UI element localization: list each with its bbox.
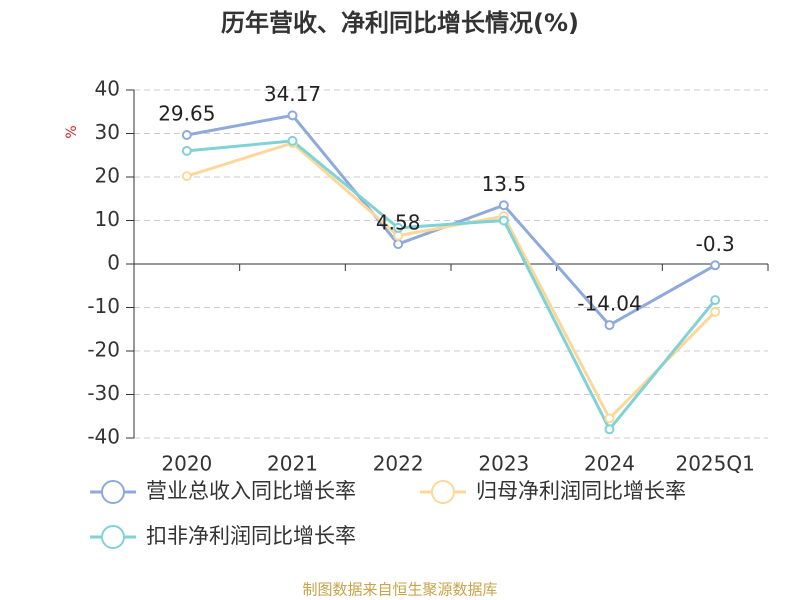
data-point [287, 135, 298, 146]
y-tick-label: -10 [87, 294, 120, 318]
y-tick-label: 30 [95, 120, 120, 144]
legend-marker [431, 480, 455, 504]
x-tick-label: 2024 [584, 452, 635, 476]
source-note: 制图数据来自恒生聚源数据库 [302, 581, 497, 599]
y-axis-label: % [64, 125, 80, 138]
legend-label: 营业总收入同比增长率 [146, 479, 356, 503]
data-point [604, 413, 615, 424]
data-point [181, 130, 192, 141]
data-point [604, 320, 615, 331]
x-tick-label: 2020 [161, 452, 212, 476]
data-point [181, 145, 192, 156]
data-point [498, 200, 509, 211]
y-tick-label: 0 [107, 251, 120, 275]
legend-marker [101, 525, 125, 549]
data-label: 13.5 [482, 172, 527, 196]
legend-label: 归母净利润同比增长率 [476, 479, 686, 503]
data-point [604, 424, 615, 435]
x-tick-label: 2021 [267, 452, 318, 476]
y-tick-label: -20 [87, 338, 120, 362]
legend-marker [101, 480, 125, 504]
series-line [186, 139, 717, 433]
chart-title: 历年营收、净利同比增长情况(%) [221, 9, 579, 37]
y-tick-label: 40 [95, 77, 120, 101]
data-label: -14.04 [577, 292, 641, 316]
legend-label: 扣非净利润同比增长率 [146, 524, 356, 548]
y-tick-label: -30 [87, 381, 120, 405]
x-tick-label: 2022 [373, 452, 424, 476]
data-label: 4.58 [376, 211, 421, 235]
y-tick-label: 20 [95, 164, 120, 188]
data-point [393, 222, 404, 233]
data-point [181, 171, 192, 182]
data-point [393, 239, 404, 250]
data-point [710, 295, 721, 306]
y-tick-label: 10 [95, 207, 120, 231]
data-label: 34.17 [264, 82, 321, 106]
data-point [287, 110, 298, 121]
data-label: 29.65 [158, 102, 215, 126]
data-point [710, 306, 721, 317]
x-tick-label: 2023 [478, 452, 529, 476]
x-tick-label: 2025Q1 [675, 452, 754, 476]
data-point [498, 215, 509, 226]
data-label: -0.3 [696, 232, 735, 256]
y-tick-label: -40 [87, 425, 120, 449]
data-point [710, 260, 721, 271]
series-line [186, 141, 717, 421]
